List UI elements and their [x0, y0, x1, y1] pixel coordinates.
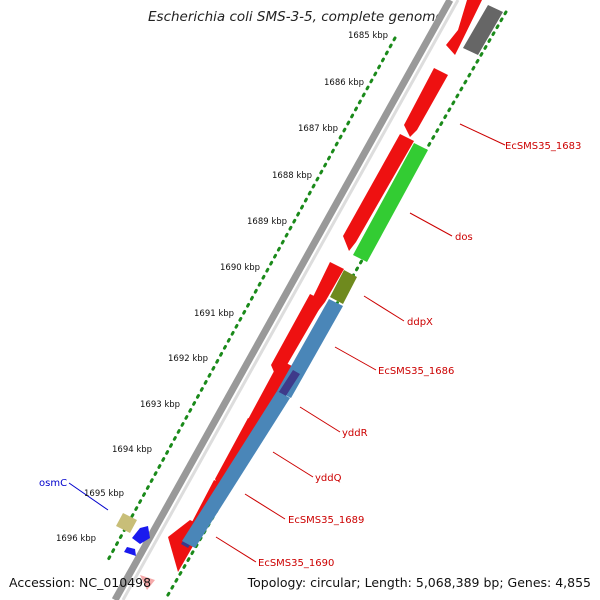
gene-label-dos[interactable]: dos [455, 232, 473, 243]
genome-backbone [111, 0, 454, 600]
leader-yddQ [272, 451, 314, 478]
cds-arrow-1686[interactable] [271, 294, 324, 379]
pink-feature[interactable] [140, 575, 155, 590]
leader-1689 [244, 493, 286, 520]
outer-dotted-ring [163, 10, 508, 600]
map-title: Escherichia coli SMS-3-5, complete genom… [148, 9, 444, 25]
gene-label-yddR[interactable]: yddR [342, 428, 368, 439]
scale-tick-label: 1688 kbp [272, 171, 312, 181]
leader-yddR [299, 406, 341, 433]
khaki-feature[interactable] [116, 513, 137, 533]
gene-label-yddQ[interactable]: yddQ [315, 473, 342, 484]
scale-tick-label: 1689 kbp [247, 217, 287, 227]
dos-reverse-feature[interactable] [353, 143, 428, 262]
leader-osmC [68, 482, 109, 511]
gene-label-1689[interactable]: EcSMS35_1689 [288, 515, 364, 526]
scale-tick-label: 1685 kbp [348, 31, 388, 41]
cds-arrow-1683[interactable] [404, 68, 448, 137]
osmC-arrow[interactable] [132, 526, 150, 544]
gene-label-1686[interactable]: EcSMS35_1686 [378, 366, 454, 377]
yddQ-reverse-feature[interactable] [182, 391, 290, 548]
gene-label-1683[interactable]: EcSMS35_1683 [505, 141, 581, 152]
scale-tick-label: 1686 kbp [324, 78, 364, 88]
scale-tick-label: 1695 kbp [84, 489, 124, 499]
genome-summary-text: Topology: circular; Length: 5,068,389 bp… [247, 575, 591, 590]
cds-arrow-dos[interactable] [343, 134, 414, 251]
scale-tick-label: 1696 kbp [56, 534, 96, 544]
leader-ddpX [363, 295, 405, 322]
gene-label-ddpX[interactable]: ddpX [407, 317, 433, 328]
leader-dos [409, 212, 453, 237]
cds-arrow-yddR[interactable] [245, 360, 294, 439]
scale-tick-label: 1692 kbp [168, 354, 208, 364]
grey-feature[interactable] [463, 5, 503, 55]
top-red-feature[interactable] [446, 0, 482, 55]
inner-dotted-ring [106, 36, 397, 562]
leader-1690 [215, 536, 257, 563]
leader-1686 [334, 346, 377, 371]
scale-tick-label: 1691 kbp [194, 309, 234, 319]
scale-tick-label: 1687 kbp [298, 124, 338, 134]
scale-tick-label: 1690 kbp [220, 263, 260, 273]
scale-tick-label: 1693 kbp [140, 400, 180, 410]
gene-label-1690[interactable]: EcSMS35_1690 [258, 558, 334, 569]
leader-1683 [459, 123, 506, 146]
accession-text: Accession: NC_010498 [9, 575, 152, 590]
gene-label-osmC[interactable]: osmC [39, 478, 67, 489]
scale-tick-label: 1694 kbp [112, 445, 152, 455]
genome-backbone-highlight [121, 0, 460, 600]
small-blue-arrow[interactable] [124, 547, 136, 556]
ddpX-reverse-feature[interactable] [330, 270, 357, 304]
cds-arrow-ddpX[interactable] [313, 262, 344, 311]
